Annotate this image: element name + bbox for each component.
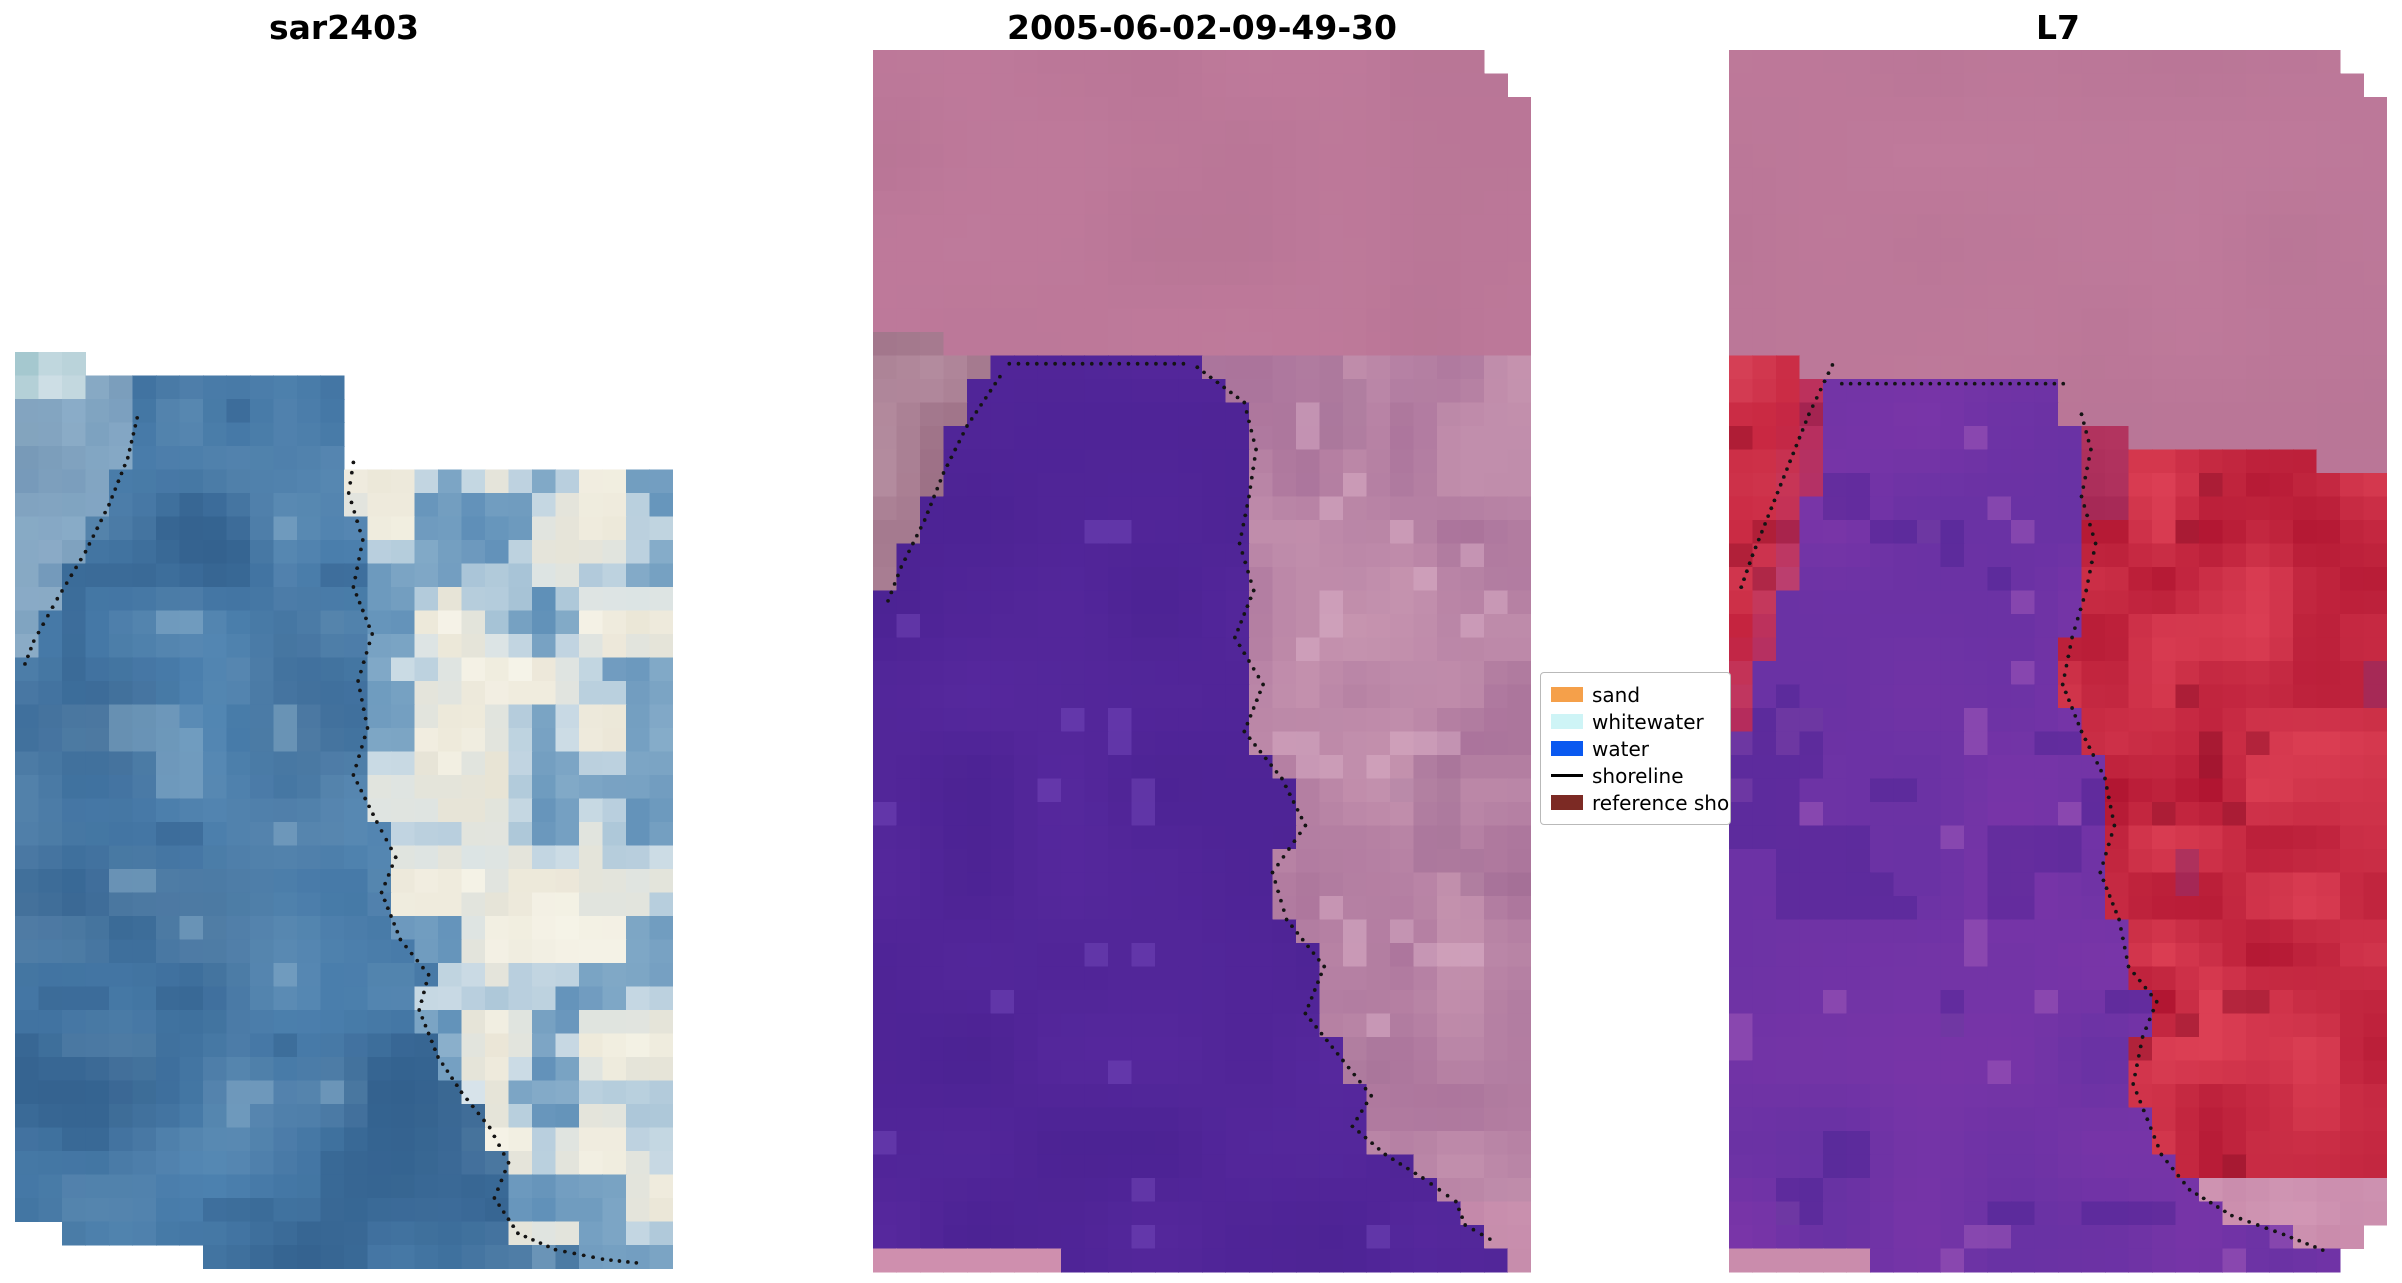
legend-label-shoreline: shoreline: [1592, 763, 1684, 788]
legend-label-water: water: [1592, 736, 1649, 761]
panel1-title: sar2403: [268, 8, 420, 47]
legend-item-water: water: [1551, 735, 1730, 762]
water-swatch-icon: [1551, 741, 1583, 756]
legend-item-shoreline: shoreline: [1551, 762, 1730, 789]
whitewater-swatch-icon: [1551, 714, 1583, 729]
legend-label-whitewater: whitewater: [1592, 709, 1704, 734]
legend-label-reference-shoreline: reference shoreline: [1592, 790, 1730, 815]
sand-swatch-icon: [1551, 687, 1583, 702]
legend: sand whitewater water shoreline referenc…: [1540, 672, 1731, 825]
reference-shoreline-swatch-icon: [1551, 795, 1583, 810]
panel2-classified-image: [873, 50, 1531, 1273]
panel1-sar-image: [15, 352, 673, 1269]
panel3-landsat-image: [1729, 50, 2387, 1273]
legend-label-sand: sand: [1592, 682, 1641, 707]
legend-item-whitewater: whitewater: [1551, 708, 1730, 735]
shoreline-line-icon: [1551, 774, 1583, 777]
panel2-title: 2005-06-02-09-49-30: [1007, 8, 1397, 47]
legend-item-sand: sand: [1551, 681, 1730, 708]
panel3-title: L7: [2036, 8, 2080, 47]
legend-item-reference-shoreline: reference shoreline: [1551, 789, 1730, 816]
